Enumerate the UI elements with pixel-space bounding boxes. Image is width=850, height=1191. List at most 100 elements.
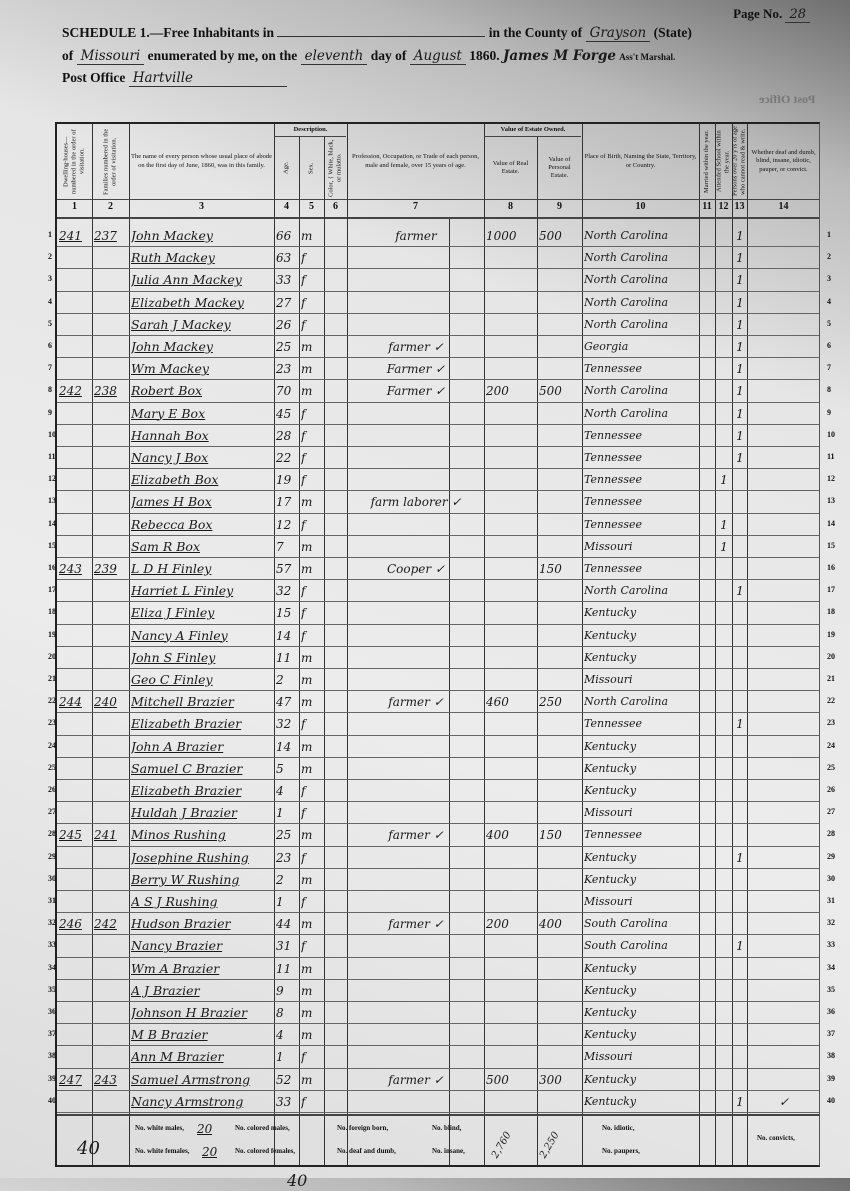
column-header-1: Dwelling-houses—numbered in the order of… (62, 129, 86, 194)
post-office-bleedthrough: Post Office (758, 92, 815, 106)
sex: m (301, 1006, 313, 1020)
birthplace: Kentucky (584, 961, 637, 975)
sex: f (301, 1094, 306, 1109)
birthplace: Kentucky (584, 983, 637, 997)
line-number-right: 10 (827, 429, 835, 439)
real-estate-value: 200 (486, 917, 509, 932)
column-divider (274, 124, 275, 1165)
age: 4 (276, 784, 284, 798)
colored-males-label: No. colored males, (235, 1124, 290, 1132)
line-number-right: 18 (827, 607, 835, 617)
line-number: 23 (48, 718, 56, 728)
row-line (57, 1067, 819, 1069)
column-divider (129, 124, 130, 1165)
dwelling-number: 247 (59, 1072, 82, 1087)
person-name: M B Brazier (131, 1027, 208, 1043)
age: 44 (276, 917, 292, 932)
person-name: Nancy A Finley (131, 627, 228, 643)
column-divider (699, 124, 700, 1165)
person-name: James H Box (131, 494, 212, 510)
column-number-13: 13 (734, 201, 745, 212)
line-number-right: 22 (827, 696, 835, 706)
birthplace: North Carolina (584, 229, 669, 242)
line-number-right: 26 (827, 785, 835, 794)
line-number-right: 29 (827, 851, 835, 861)
birthplace: Kentucky (584, 1072, 637, 1086)
column-divider (747, 124, 748, 1165)
row-line (57, 1045, 819, 1047)
line-number: 6 (48, 341, 52, 350)
sex: f (301, 273, 306, 288)
sex: f (301, 717, 306, 732)
row-line (57, 1023, 819, 1025)
age: 27 (276, 295, 292, 310)
age: 22 (276, 451, 292, 465)
person-name: Geo C Finley (131, 672, 213, 687)
row-line (57, 290, 819, 292)
line-number-right: 9 (827, 407, 831, 417)
family-number: 239 (94, 562, 117, 576)
day-value: eleventh (300, 48, 368, 65)
line-number-right: 33 (827, 940, 835, 950)
line-number: 3 (48, 274, 52, 284)
row-line (57, 890, 819, 891)
line-number-right: 40 (827, 1095, 835, 1105)
row-line (57, 246, 819, 248)
age: 31 (276, 939, 292, 954)
person-name: Harriet L Finley (131, 583, 234, 599)
age: 45 (276, 406, 292, 421)
illiterate-mark: 1 (736, 317, 744, 332)
birthplace: Kentucky (584, 606, 637, 620)
footer-top-line (57, 1114, 819, 1116)
occupation: Farmer ✓ (386, 362, 446, 377)
line-number: 15 (48, 540, 56, 550)
line-number-right: 36 (827, 1007, 835, 1016)
state-label: State (658, 25, 688, 40)
line-number: 25 (48, 762, 56, 772)
person-name: Samuel C Brazier (131, 760, 243, 776)
age: 63 (276, 251, 292, 266)
dwelling-number: 243 (59, 562, 82, 576)
person-name: Nancy Brazier (131, 938, 223, 954)
person-name: John S Finley (131, 649, 216, 665)
family-number: 237 (94, 229, 117, 243)
sex: f (301, 406, 306, 421)
age: 2 (276, 872, 284, 887)
sex: f (301, 850, 306, 865)
illiterate-mark: 1 (736, 850, 744, 865)
row-line (57, 379, 819, 381)
line-number: 16 (48, 563, 56, 572)
birthplace: Tennessee (584, 451, 642, 464)
person-name: Nancy J Box (131, 450, 209, 465)
person-name: Mitchell Brazier (131, 694, 234, 710)
line-number-right: 19 (827, 629, 835, 639)
row-line (57, 268, 819, 270)
person-name: Sarah J Mackey (131, 316, 231, 332)
insane-label: No. insane, (432, 1147, 465, 1155)
township-field (277, 36, 486, 37)
row-line (57, 357, 819, 359)
line-number-right: 21 (827, 674, 835, 683)
illiterate-mark: 1 (736, 251, 744, 266)
row-line (57, 956, 819, 958)
page-number-value: 28 (785, 7, 810, 23)
row-line (57, 867, 819, 869)
person-name: John A Brazier (131, 738, 224, 754)
line-number-right: 38 (827, 1051, 835, 1061)
birthplace: North Carolina (584, 384, 669, 398)
column-divider (715, 124, 716, 1165)
column-divider (347, 124, 348, 1165)
disability-mark: ✓ (778, 1094, 790, 1109)
estate-group-header: Value of Estate Owned. (500, 125, 566, 133)
sex: m (301, 761, 313, 776)
line-number: 2 (48, 252, 52, 262)
birthplace: North Carolina (584, 317, 669, 331)
person-name: Hannah Box (131, 427, 209, 443)
column-number-6: 6 (333, 201, 338, 212)
age: 14 (276, 628, 292, 643)
line-number-right: 23 (827, 718, 835, 728)
illiterate-mark: 1 (736, 1094, 744, 1109)
birthplace: Tennessee (584, 828, 642, 842)
birthplace: Missouri (584, 539, 633, 553)
person-name: Hudson Brazier (131, 916, 231, 932)
